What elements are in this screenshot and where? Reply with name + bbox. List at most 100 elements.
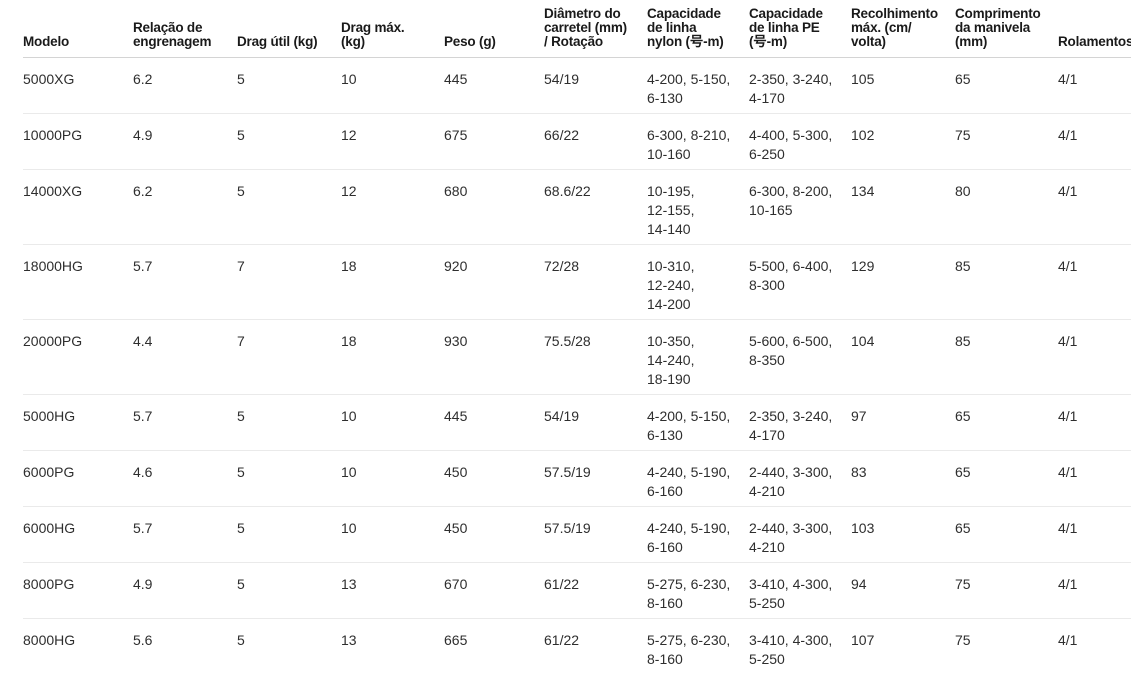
table-cell: 80: [955, 170, 1058, 245]
table-cell: 12: [341, 114, 444, 170]
table-cell: 10: [341, 58, 444, 114]
table-cell: 920: [444, 245, 544, 320]
table-header: Modelo Relação de engrenagem Drag útil (…: [23, 0, 1131, 58]
table-cell: 4-400, 5-300, 6-250: [749, 114, 851, 170]
table-cell: 103: [851, 507, 955, 563]
table-cell: 5: [237, 58, 341, 114]
table-cell: 12: [341, 170, 444, 245]
table-cell: 5-275, 6-230, 8-160: [647, 619, 749, 674]
table-cell: 54/19: [544, 395, 647, 451]
table-cell: 10: [341, 395, 444, 451]
table-cell: 18: [341, 320, 444, 395]
table-cell: 8000PG: [23, 563, 133, 619]
table-cell: 4.9: [133, 114, 237, 170]
table-cell: 3-410, 4-300, 5-250: [749, 563, 851, 619]
table-cell: 5-275, 6-230, 8-160: [647, 563, 749, 619]
table-cell: 65: [955, 58, 1058, 114]
table-cell: 2-440, 3-300, 4-210: [749, 507, 851, 563]
table-cell: 7: [237, 245, 341, 320]
column-header-weight: Peso (g): [444, 0, 544, 58]
column-header-nylon-line-capacity: Capacidade de linha nylon (号-m): [647, 0, 749, 58]
table-cell: 5: [237, 170, 341, 245]
table-cell: 4-200, 5-150, 6-130: [647, 395, 749, 451]
table-cell: 665: [444, 619, 544, 674]
table-cell: 4/1: [1058, 320, 1131, 395]
table-cell: 54/19: [544, 58, 647, 114]
table-cell: 670: [444, 563, 544, 619]
table-cell: 5: [237, 451, 341, 507]
table-cell: 5.6: [133, 619, 237, 674]
table-cell: 4/1: [1058, 619, 1131, 674]
column-header-max-retrieve: Recolhimento máx. (cm/ volta): [851, 0, 955, 58]
column-header-max-drag: Drag máx. (kg): [341, 0, 444, 58]
table-cell: 10-310, 12-240, 14-200: [647, 245, 749, 320]
column-header-bearings: Rolamentos: [1058, 0, 1131, 58]
table-cell: 5: [237, 507, 341, 563]
table-cell: 5.7: [133, 245, 237, 320]
table-cell: 18000HG: [23, 245, 133, 320]
table-cell: 5: [237, 563, 341, 619]
reel-specs-table: Modelo Relação de engrenagem Drag útil (…: [23, 0, 1131, 674]
table-cell: 57.5/19: [544, 451, 647, 507]
table-cell: 2-440, 3-300, 4-210: [749, 451, 851, 507]
table-cell: 65: [955, 507, 1058, 563]
table-cell: 5: [237, 114, 341, 170]
table-cell: 10: [341, 451, 444, 507]
table-cell: 72/28: [544, 245, 647, 320]
table-cell: 4/1: [1058, 114, 1131, 170]
table-cell: 4/1: [1058, 451, 1131, 507]
table-cell: 6-300, 8-200, 10-165: [749, 170, 851, 245]
table-cell: 6.2: [133, 58, 237, 114]
table-cell: 450: [444, 451, 544, 507]
table-cell: 5-600, 6-500, 8-350: [749, 320, 851, 395]
header-row: Modelo Relação de engrenagem Drag útil (…: [23, 0, 1131, 58]
table-cell: 105: [851, 58, 955, 114]
table-cell: 2-350, 3-240, 4-170: [749, 58, 851, 114]
table-cell: 94: [851, 563, 955, 619]
table-cell: 65: [955, 451, 1058, 507]
table-cell: 4/1: [1058, 58, 1131, 114]
table-cell: 6000PG: [23, 451, 133, 507]
table-cell: 75: [955, 563, 1058, 619]
table-cell: 10: [341, 507, 444, 563]
table-cell: 85: [955, 245, 1058, 320]
table-cell: 57.5/19: [544, 507, 647, 563]
table-cell: 5000HG: [23, 395, 133, 451]
table-cell: 5: [237, 619, 341, 674]
table-cell: 10-195, 12-155, 14-140: [647, 170, 749, 245]
table-cell: 20000PG: [23, 320, 133, 395]
column-header-pe-line-capacity: Capacidade de linha PE (号-m): [749, 0, 851, 58]
table-cell: 4.6: [133, 451, 237, 507]
table-cell: 68.6/22: [544, 170, 647, 245]
table-cell: 2-350, 3-240, 4-170: [749, 395, 851, 451]
column-header-spool-diameter-rotation: Diâmetro do carretel (mm) / Rotação: [544, 0, 647, 58]
table-cell: 13: [341, 619, 444, 674]
table-cell: 10000PG: [23, 114, 133, 170]
table-cell: 4-200, 5-150, 6-130: [647, 58, 749, 114]
table-cell: 5000XG: [23, 58, 133, 114]
table-cell: 7: [237, 320, 341, 395]
table-cell: 4-240, 5-190, 6-160: [647, 507, 749, 563]
table-cell: 13: [341, 563, 444, 619]
table-cell: 75: [955, 114, 1058, 170]
table-cell: 3-410, 4-300, 5-250: [749, 619, 851, 674]
table-cell: 102: [851, 114, 955, 170]
table-cell: 445: [444, 395, 544, 451]
table-cell: 6-300, 8-210, 10-160: [647, 114, 749, 170]
table-cell: 450: [444, 507, 544, 563]
table-cell: 83: [851, 451, 955, 507]
table-cell: 445: [444, 58, 544, 114]
table-cell: 4/1: [1058, 395, 1131, 451]
column-header-gear-ratio: Relação de engrenagem: [133, 0, 237, 58]
table-cell: 85: [955, 320, 1058, 395]
table-cell: 5-500, 6-400, 8-300: [749, 245, 851, 320]
table-cell: 4/1: [1058, 507, 1131, 563]
table-cell: 675: [444, 114, 544, 170]
